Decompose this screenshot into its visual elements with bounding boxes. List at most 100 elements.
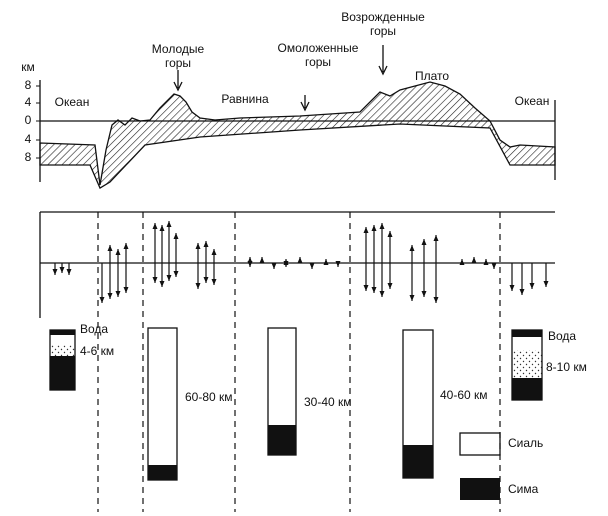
arrow-head <box>409 295 415 301</box>
arrow-head <box>323 259 329 265</box>
arrow-head <box>152 223 158 229</box>
water <box>512 337 542 350</box>
arrow-head <box>203 241 209 247</box>
arrow-head <box>159 281 165 287</box>
sima <box>268 425 296 455</box>
arrow-head <box>203 277 209 283</box>
profile-label: Возрожденные <box>341 10 425 24</box>
arrow-head <box>363 285 369 291</box>
arrow-head <box>283 261 289 267</box>
water <box>50 335 75 345</box>
legend-swatch <box>460 478 500 500</box>
arrow-head <box>166 221 172 227</box>
arrow-head <box>409 245 415 251</box>
pointer <box>173 70 183 92</box>
profile-label: Омоложенные <box>278 41 359 55</box>
profile-label: Молодые <box>152 42 205 56</box>
crust-label: Вода <box>548 329 576 343</box>
sial <box>512 350 542 378</box>
arrow-head <box>433 235 439 241</box>
profile-label: Океан <box>515 94 550 108</box>
arrow-head <box>59 267 65 273</box>
column-frame <box>511 329 543 401</box>
arrow-head <box>471 257 477 263</box>
arrow-head <box>519 289 525 295</box>
profile-label: Равнина <box>221 92 269 106</box>
arrow-head <box>433 297 439 303</box>
arrow-head <box>363 227 369 233</box>
arrow-head <box>115 291 121 297</box>
arrow-head <box>509 285 515 291</box>
arrow-head <box>387 231 393 237</box>
arrow-head <box>173 271 179 277</box>
legend-label: Сима <box>508 482 539 496</box>
pointer <box>378 45 388 76</box>
arrow-head <box>247 261 253 267</box>
arrow-head <box>195 283 201 289</box>
axis-unit: км <box>21 60 35 74</box>
arrow-head <box>123 243 129 249</box>
profile-label: горы <box>370 24 396 38</box>
legend: Сиаль Сима <box>459 432 543 500</box>
axis-tick-label: 0 <box>25 113 32 127</box>
arrow-head <box>459 259 465 265</box>
arrow-head <box>66 269 72 275</box>
sima <box>403 445 433 478</box>
crust-label: Вода <box>80 322 108 336</box>
arrow-head <box>159 225 165 231</box>
arrow-head <box>335 261 341 267</box>
arrow-head <box>421 239 427 245</box>
arrow-head <box>107 245 113 251</box>
arrow-head <box>152 277 158 283</box>
profile-label: Плато <box>415 69 449 83</box>
arrow-head <box>166 275 172 281</box>
arrow-head <box>195 243 201 249</box>
arrow-head <box>52 269 58 275</box>
arrow-head <box>529 283 535 289</box>
axis-tick-label: 4 <box>25 132 32 146</box>
arrow-head <box>379 223 385 229</box>
arrow-head <box>543 281 549 287</box>
arrow-head <box>99 297 105 303</box>
arrow-head <box>309 263 315 269</box>
axis-tick-label: 8 <box>25 150 32 164</box>
crust-label: 4-6 км <box>80 344 114 358</box>
arrow-head <box>483 259 489 265</box>
arrow-head <box>211 249 217 255</box>
arrow-head <box>421 291 427 297</box>
axis-tick-label: 8 <box>25 78 32 92</box>
arrow-head <box>371 225 377 231</box>
arrow-head <box>297 257 303 263</box>
arrow-head <box>491 263 497 269</box>
arrow-head <box>107 293 113 299</box>
pointer <box>300 95 310 112</box>
boundaries <box>97 212 501 512</box>
arrow-head <box>371 287 377 293</box>
arrow-head <box>173 233 179 239</box>
legend-swatch <box>459 432 501 456</box>
profile-label: горы <box>305 55 331 69</box>
columns: Вода 4-6 км 60-80 км 30-40 км 40-60 км В… <box>49 322 587 481</box>
crust-label: 8-10 км <box>546 360 587 374</box>
arrow-head <box>115 249 121 255</box>
arrow-head <box>271 263 277 269</box>
legend-label: Сиаль <box>508 436 543 450</box>
arrow-head <box>387 283 393 289</box>
sima <box>148 465 177 480</box>
crust-label: 40-60 км <box>440 388 488 402</box>
profile-label: горы <box>165 56 191 70</box>
crust-profile <box>39 81 556 189</box>
arrow-head <box>211 279 217 285</box>
arrow-head <box>259 257 265 263</box>
sial <box>147 327 178 481</box>
axis-tick-label: 4 <box>25 95 32 109</box>
arrow-head <box>123 287 129 293</box>
sial <box>50 345 75 356</box>
movements <box>39 211 555 318</box>
crust-label: 60-80 км <box>185 390 233 404</box>
arrow-head <box>379 291 385 297</box>
column-frame <box>49 329 76 391</box>
profile-label: Океан <box>55 95 90 109</box>
